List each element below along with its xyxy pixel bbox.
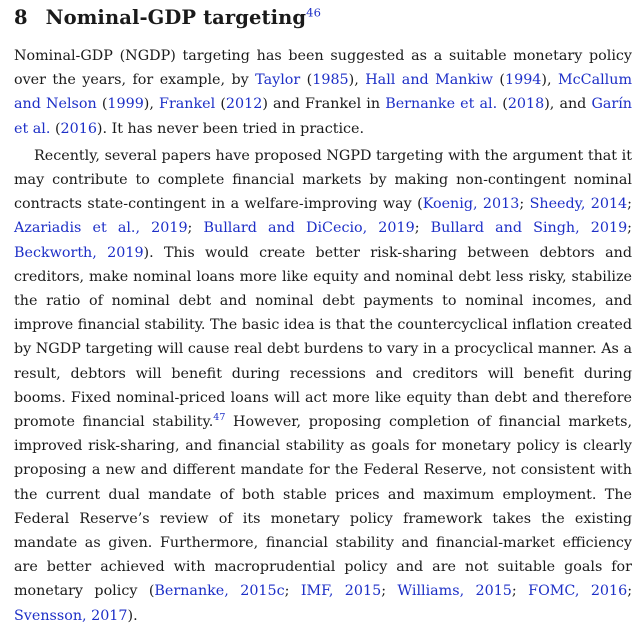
text: ) and Frankel in <box>262 96 386 113</box>
citation-link[interactable]: McCallum and Nelson <box>14 72 633 113</box>
citation-link[interactable]: Koenig, 2013 <box>422 196 520 213</box>
text: ; <box>187 220 204 237</box>
citation-link[interactable]: Garín et al. <box>14 96 633 137</box>
section-title: Nominal-GDP targeting <box>45 6 307 29</box>
citation-link[interactable]: Bullard and Singh, 2019 <box>430 220 628 237</box>
text: ). It has never been tried in practice. <box>96 120 365 137</box>
page: 8 Nominal-GDP targeting46 Nominal-GDP (NG… <box>14 6 632 628</box>
text: Nominal-GDP (NGDP) targeting has been su… <box>14 48 632 89</box>
footnote-ref-47[interactable]: 47 <box>213 412 226 424</box>
text: ; <box>627 583 633 600</box>
text: ), <box>143 96 160 113</box>
text: ( <box>492 72 506 89</box>
text: ( <box>50 120 61 137</box>
text: ). This would create better risk-sharing… <box>14 244 632 431</box>
citation-link[interactable]: Beckworth, 2019 <box>14 244 144 261</box>
text: ; <box>627 196 632 213</box>
citation-year-link[interactable]: 1999 <box>107 96 144 113</box>
citation-link[interactable]: Williams, 2015 <box>397 583 512 600</box>
citation-link[interactable]: IMF, 2015 <box>300 583 382 600</box>
citation-link[interactable]: Hall and Mankiw <box>365 72 493 89</box>
paragraph-1: Nominal-GDP (NGDP) targeting has been su… <box>14 44 632 141</box>
text: ), and <box>544 96 592 113</box>
text: Recently, several papers have proposed N… <box>14 147 632 213</box>
paragraph-2: Recently, several papers have proposed N… <box>14 144 632 628</box>
citation-year-link[interactable]: 2016 <box>60 120 97 137</box>
citation-link[interactable]: Frankel <box>159 96 216 113</box>
text: ; <box>519 196 530 213</box>
citation-link[interactable]: Sheedy, 2014 <box>529 196 628 213</box>
text: ; <box>381 583 398 600</box>
citation-link[interactable]: Svensson, 2017 <box>14 607 128 624</box>
text: ; <box>414 220 431 237</box>
citation-link[interactable]: Bernanke et al. <box>385 96 498 113</box>
text: ( <box>497 96 508 113</box>
text: ; <box>511 583 529 600</box>
text: ). <box>127 607 138 624</box>
text: ; <box>627 220 632 237</box>
citation-link[interactable]: FOMC, 2016 <box>528 583 628 600</box>
citation-link[interactable]: Taylor <box>255 72 301 89</box>
text: ; <box>284 583 301 600</box>
section-heading: 8 Nominal-GDP targeting46 <box>14 6 632 30</box>
citation-year-link[interactable]: 2012 <box>225 96 263 113</box>
footnote-ref-46[interactable]: 46 <box>306 5 321 20</box>
text: ), <box>541 72 558 89</box>
text: ( <box>96 96 108 113</box>
citation-link[interactable]: Bullard and DiCecio, 2019 <box>203 220 415 237</box>
citation-year-link[interactable]: 1985 <box>312 72 349 89</box>
text: ( <box>215 96 226 113</box>
section-number: 8 <box>14 6 28 29</box>
citation-year-link[interactable]: 2018 <box>507 96 545 113</box>
citation-link[interactable]: Azariadis et al., 2019 <box>14 220 188 237</box>
citation-link[interactable]: Bernanke, 2015c <box>154 583 285 600</box>
text: However, proposing completion of financi… <box>14 414 632 600</box>
citation-year-link[interactable]: 1994 <box>505 72 542 89</box>
text: ), <box>348 72 366 89</box>
text: ( <box>300 72 313 89</box>
